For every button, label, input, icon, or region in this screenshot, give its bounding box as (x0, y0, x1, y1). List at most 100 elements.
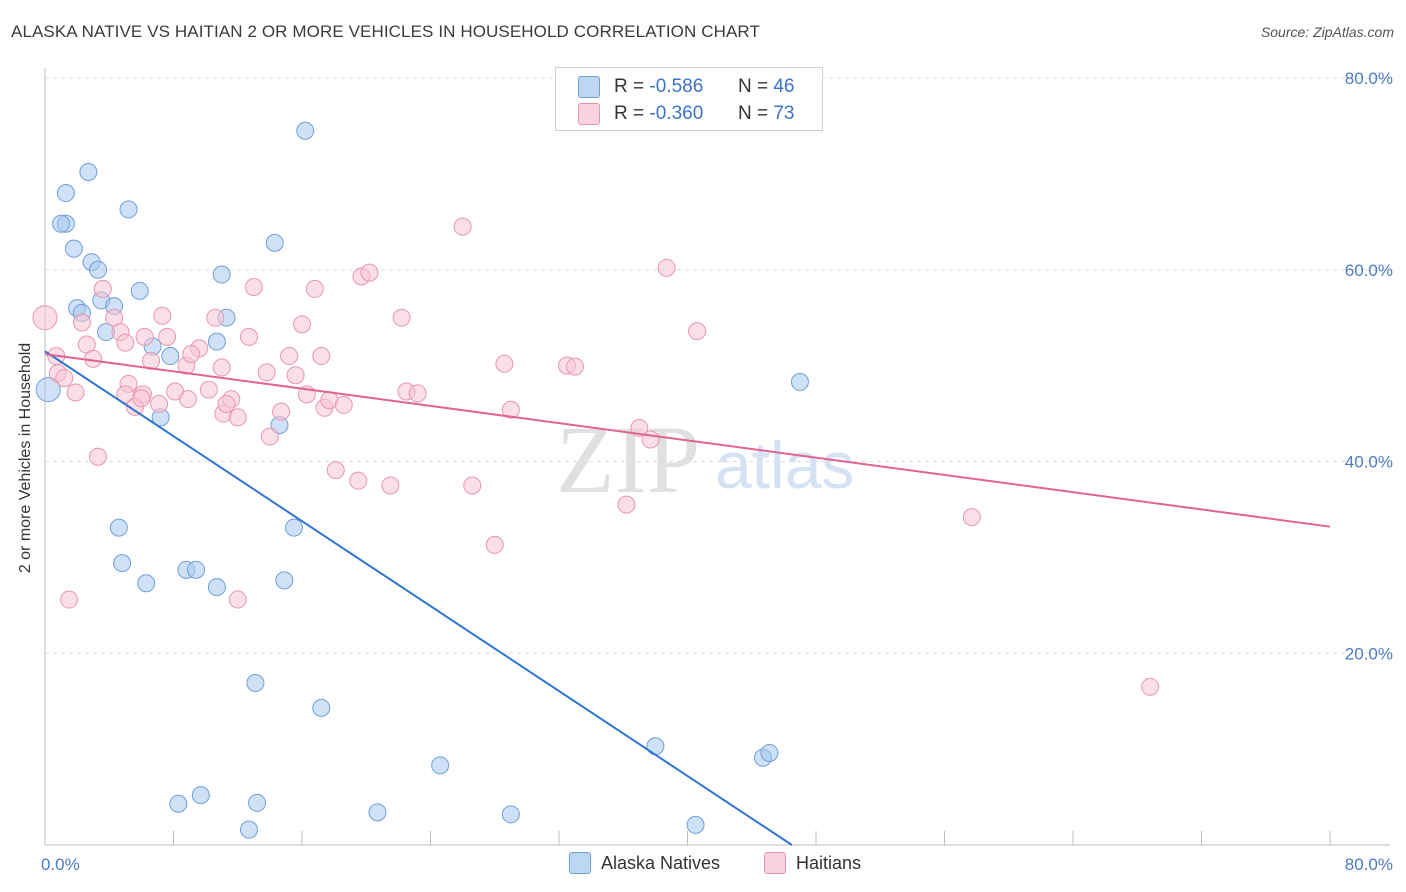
trend-line-alaska-natives (44, 350, 793, 846)
y-tick-label: 60.0% (1345, 261, 1393, 280)
data-point (312, 347, 331, 366)
data-point (116, 333, 135, 352)
data-point (186, 560, 205, 579)
data-point (153, 306, 172, 325)
series-label-alaska: Alaska Natives (601, 852, 721, 873)
data-point (206, 308, 225, 327)
data-point (392, 308, 411, 327)
data-point (150, 394, 169, 413)
data-point (32, 305, 58, 331)
data-point (169, 794, 188, 813)
data-point (760, 743, 779, 762)
data-point (182, 345, 201, 364)
data-point (408, 384, 427, 403)
data-point (686, 815, 705, 834)
data-point (284, 518, 303, 537)
series-swatch-haitians (764, 852, 786, 874)
data-points (32, 121, 1160, 839)
gridlines (45, 77, 1390, 654)
correlation-legend: R = -0.586 N = 46 R = -0.360 N = 73 (555, 67, 823, 131)
data-point (228, 408, 247, 427)
data-point (566, 357, 585, 376)
y-tick-label: 20.0% (1345, 644, 1393, 663)
data-point (641, 430, 660, 449)
legend-swatch-alaska (578, 76, 600, 98)
data-point (93, 279, 112, 298)
series-legend-haitians: Haitians (764, 852, 861, 874)
data-point (495, 354, 514, 373)
data-point (89, 447, 108, 466)
data-point (646, 737, 665, 756)
data-point (431, 756, 450, 775)
trend-lines (44, 350, 1331, 846)
watermark: ZIP atlas (556, 406, 854, 513)
data-point (312, 698, 331, 717)
data-point (239, 820, 258, 839)
data-point (265, 233, 284, 252)
data-point (1141, 677, 1160, 696)
data-point (334, 395, 353, 414)
data-point (485, 535, 504, 554)
data-point (207, 578, 226, 597)
legend-n-value-alaska: 46 (773, 76, 795, 97)
data-point (463, 476, 482, 495)
trend-line-haitians (44, 353, 1331, 528)
data-point (212, 265, 231, 284)
legend-r-label: R = (614, 76, 645, 97)
chart-title: ALASKA NATIVE VS HAITIAN 2 OR MORE VEHIC… (11, 22, 760, 41)
data-point (280, 347, 299, 366)
data-point (657, 258, 676, 277)
axes (44, 68, 1390, 846)
data-point (64, 239, 83, 258)
data-point (113, 554, 132, 573)
data-point (962, 508, 981, 527)
watermark-atlas: atlas (715, 428, 854, 502)
data-point (790, 372, 809, 391)
data-point (368, 803, 387, 822)
data-point (132, 389, 151, 408)
legend-r-label: R = (614, 103, 645, 124)
data-point (293, 315, 311, 334)
data-point (349, 471, 368, 490)
legend-row-haitians: R = -0.360 N = 73 (578, 101, 794, 127)
series-legend-alaska: Alaska Natives (569, 852, 720, 874)
x-tick-label-min: 0.0% (41, 855, 80, 874)
data-point (199, 380, 218, 399)
data-point (617, 495, 636, 514)
legend-swatch-haitians (578, 103, 600, 125)
data-point (119, 200, 138, 219)
watermark-zip: ZIP (556, 406, 700, 513)
tick-labels: 20.0% 40.0% 60.0% 80.0% 0.0% 80.0% (41, 69, 1393, 874)
chart-source: Source: ZipAtlas.com (1260, 24, 1394, 40)
data-point (305, 279, 324, 298)
data-point (296, 121, 315, 140)
data-point (72, 313, 91, 332)
data-point (286, 366, 305, 385)
data-point (56, 184, 75, 203)
data-point (239, 327, 258, 346)
data-point (453, 217, 472, 236)
data-point (207, 332, 226, 351)
legend-n-value-haitians: 73 (773, 103, 795, 124)
data-point (228, 590, 247, 609)
data-point (212, 358, 231, 377)
data-point (60, 590, 79, 609)
data-point (501, 805, 520, 824)
legend-row-alaska: R = -0.586 N = 46 (578, 74, 794, 100)
data-point (688, 322, 707, 341)
series-alaska-natives-points (35, 121, 809, 839)
data-point (244, 278, 263, 297)
data-point (161, 347, 180, 366)
data-point (275, 571, 294, 590)
legend-r-value-alaska: -0.586 (649, 76, 704, 97)
data-point (137, 574, 156, 593)
data-point (381, 476, 400, 495)
data-point (178, 390, 197, 409)
data-point (109, 518, 128, 537)
data-point (52, 214, 71, 233)
data-point (66, 383, 85, 402)
data-point (135, 327, 154, 346)
data-point (360, 263, 379, 282)
data-point (130, 281, 149, 300)
